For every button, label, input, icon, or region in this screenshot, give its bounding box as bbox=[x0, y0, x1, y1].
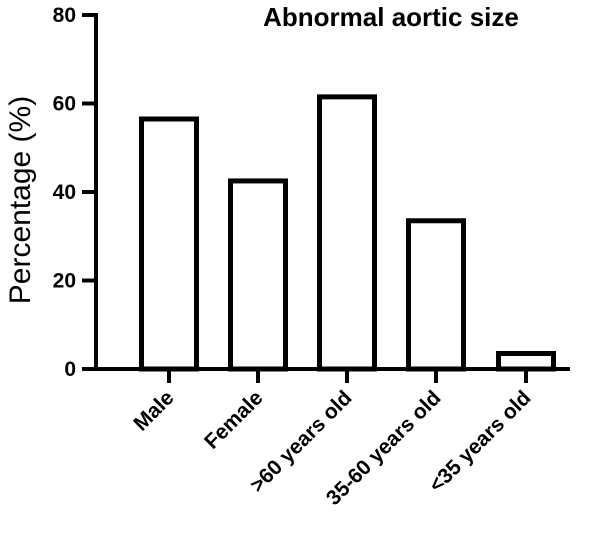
bar-1 bbox=[228, 178, 288, 372]
x-tick-label: Female bbox=[200, 386, 267, 453]
y-tick-label: 60 bbox=[53, 93, 76, 116]
bar-4 bbox=[496, 351, 556, 372]
y-tick-label: 20 bbox=[53, 270, 76, 293]
bars-group bbox=[139, 94, 556, 372]
bar-3 bbox=[406, 218, 466, 372]
bar-2 bbox=[317, 94, 377, 372]
y-tick-label: 40 bbox=[53, 181, 76, 204]
y-axis-title: Percentage (%) bbox=[4, 96, 37, 304]
bar-0 bbox=[139, 116, 199, 372]
chart-title: Abnormal aortic size bbox=[263, 2, 519, 32]
y-tick-label: 80 bbox=[53, 4, 76, 27]
x-tick-label: Male bbox=[129, 386, 178, 435]
ticks-group bbox=[82, 13, 528, 383]
y-tick-label: 0 bbox=[64, 358, 76, 381]
